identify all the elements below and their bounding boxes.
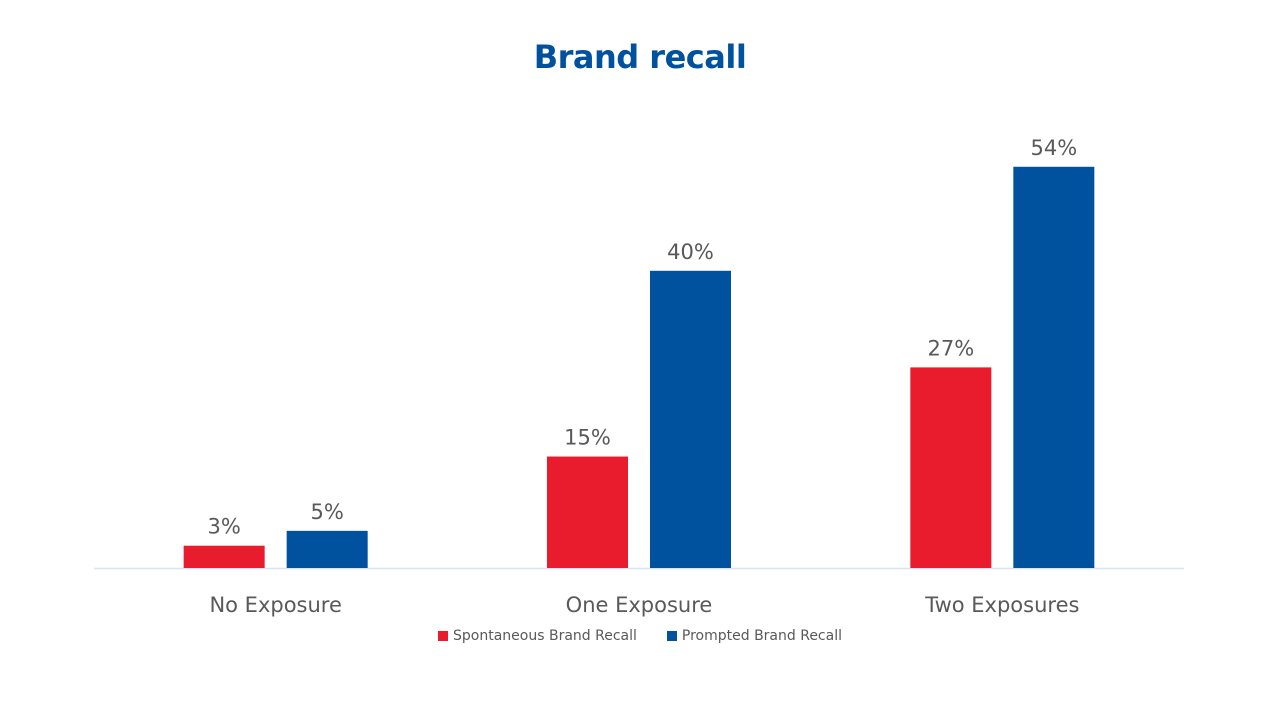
bar-prompted-one-exposure <box>650 270 731 568</box>
legend: Spontaneous Brand Recall Prompted Brand … <box>0 628 1280 644</box>
legend-item-spontaneous: Spontaneous Brand Recall <box>438 628 637 644</box>
bar-prompted-no-exposure <box>286 530 368 568</box>
data-label-spontaneous-no-exposure: 3% <box>208 515 241 539</box>
bar-spontaneous-one-exposure <box>547 456 628 568</box>
data-label-spontaneous-two-exposures: 27% <box>927 336 974 360</box>
legend-item-prompted: Prompted Brand Recall <box>666 628 842 644</box>
x-tick-label-no-exposure: No Exposure <box>209 593 341 617</box>
bar-spontaneous-two-exposures <box>910 367 992 568</box>
x-tick-labels-group: No Exposure One Exposure Two Exposures <box>209 593 1079 617</box>
legend-label-prompted: Prompted Brand Recall <box>681 628 842 644</box>
legend-swatch-prompted <box>666 631 677 641</box>
value-labels-group: 3% 5% 15% 40% 27% 54% <box>208 136 1078 539</box>
x-tick-label-two-exposures: Two Exposures <box>924 593 1079 617</box>
legend-label-spontaneous: Spontaneous Brand Recall <box>453 628 637 644</box>
bars-group <box>183 166 1095 568</box>
bar-spontaneous-no-exposure <box>183 545 265 568</box>
data-label-prompted-one-exposure: 40% <box>667 240 714 264</box>
bar-prompted-two-exposures <box>1013 166 1095 568</box>
x-tick-label-one-exposure: One Exposure <box>566 593 713 617</box>
legend-swatch-spontaneous <box>438 631 449 641</box>
chart-title: Brand recall <box>533 38 747 76</box>
data-label-prompted-no-exposure: 5% <box>311 500 344 524</box>
data-label-prompted-two-exposures: 54% <box>1030 136 1077 160</box>
data-label-spontaneous-one-exposure: 15% <box>564 426 611 450</box>
